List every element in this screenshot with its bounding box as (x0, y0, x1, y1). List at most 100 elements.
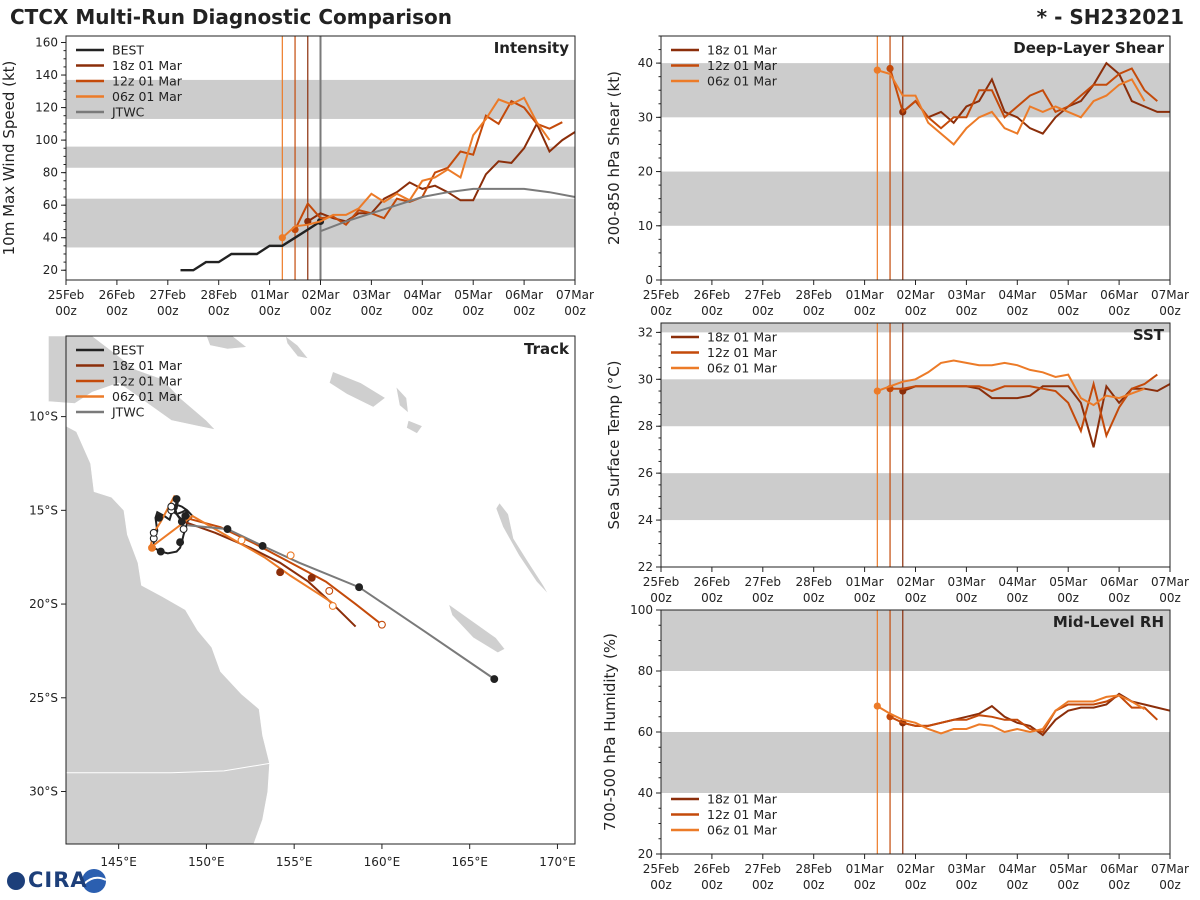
x-tick-label-day: 02Mar (897, 862, 935, 876)
track-marker (307, 573, 316, 582)
track-marker (148, 543, 156, 552)
series-line-12z-01-mar (889, 67, 1158, 130)
y-tick-label: 100 (630, 603, 653, 617)
lon-tick-label: 170°E (539, 855, 576, 869)
legend-label-jtwc: JTWC (111, 405, 145, 420)
x-tick-label-day: 28Feb (795, 862, 832, 876)
x-tick-label-day: 27Feb (745, 288, 782, 302)
x-tick-label-day: 26Feb (99, 288, 136, 302)
land-vanuatu (495, 502, 549, 595)
map-frame (65, 335, 576, 845)
x-tick-label-day: 03Mar (947, 862, 985, 876)
track-marker (237, 536, 246, 545)
panel-title: Mid-Level RH (1053, 613, 1164, 631)
y-tick-label: 40 (43, 231, 58, 245)
y-tick-label: 32 (638, 325, 653, 339)
y-tick-label: 160 (35, 36, 58, 50)
x-tick-label-day: 06Mar (505, 288, 543, 302)
lon-tick-label: 160°E (364, 855, 401, 869)
x-tick-label-day: 04Mar (998, 288, 1036, 302)
x-tick-label-day: 07Mar (1151, 862, 1189, 876)
track-marker (155, 513, 163, 522)
lat-tick-label: 10°S (29, 410, 58, 424)
y-axis-label: 200-850 hPa Shear (kt) (605, 71, 623, 245)
y-tick-label: 30 (638, 372, 653, 386)
legend-label-06z-01-mar: 06z 01 Mar (707, 823, 778, 838)
y-tick-label: 80 (638, 664, 653, 678)
series-line-06z-01-mar (876, 694, 1146, 735)
x-tick-label-hour: 00z (1057, 304, 1079, 318)
land-guadalcanal (328, 371, 386, 408)
lon-tick-label: 145°E (100, 855, 137, 869)
legend-label-12z-01-mar: 12z 01 Mar (707, 807, 778, 822)
threshold-band-1 (661, 63, 1170, 118)
x-tick-label-day: 07Mar (1151, 288, 1189, 302)
x-tick-label-day: 02Mar (302, 288, 340, 302)
cira-logo: CIRA (6, 866, 110, 896)
x-tick-label-day: 02Mar (897, 575, 935, 589)
track-line-12z-01-mar (185, 516, 383, 626)
track-marker (328, 601, 337, 610)
track-marker (179, 525, 188, 534)
track-line-best (152, 498, 194, 555)
x-tick-label-hour: 00z (803, 591, 825, 605)
x-tick-label-hour: 00z (650, 304, 672, 318)
y-tick-label: 20 (638, 165, 653, 179)
land-bougainville (284, 335, 309, 359)
lat-tick-label: 25°S (29, 691, 58, 705)
x-tick-label-hour: 00z (1007, 878, 1029, 892)
y-tick-label: 10 (638, 219, 653, 233)
threshold-band-0 (661, 473, 1170, 521)
track-marker (181, 512, 190, 520)
x-tick-label-day: 07Mar (1151, 575, 1189, 589)
legend-label-06z-01-mar: 06z 01 Mar (112, 89, 183, 104)
legend-label-18z-01-mar: 18z 01 Mar (112, 358, 183, 373)
y-tick-label: 0 (645, 273, 653, 287)
lat-tick-label: 15°S (29, 503, 58, 517)
x-tick-label-day: 06Mar (1100, 575, 1138, 589)
x-tick-label-day: 01Mar (846, 288, 884, 302)
track-marker (223, 525, 232, 534)
legend-label-12z-01-mar: 12z 01 Mar (112, 374, 183, 389)
y-axis-label: 700-500 hPa Humidity (%) (601, 633, 619, 831)
y-tick-label: 28 (638, 419, 653, 433)
x-tick-label-hour: 00z (956, 304, 978, 318)
track-marker (156, 547, 165, 556)
legend-label-12z-01-mar: 12z 01 Mar (707, 345, 778, 360)
init-marker-06z-01-mar (873, 66, 881, 74)
x-tick-label-day: 01Mar (846, 575, 884, 589)
x-tick-label-day: 25Feb (643, 575, 680, 589)
x-tick-label-day: 03Mar (947, 288, 985, 302)
x-tick-label-day: 26Feb (694, 575, 731, 589)
track-marker (172, 495, 181, 504)
x-tick-label-hour: 00z (106, 304, 128, 318)
x-tick-label-day: 05Mar (1049, 862, 1087, 876)
x-tick-label-hour: 00z (1108, 591, 1130, 605)
x-tick-label-hour: 00z (462, 304, 484, 318)
legend-label-12z-01-mar: 12z 01 Mar (112, 74, 183, 89)
track-line-jtwc (187, 524, 495, 680)
x-tick-label-hour: 00z (701, 878, 723, 892)
x-tick-label-hour: 00z (854, 878, 876, 892)
x-tick-label-day: 01Mar (846, 862, 884, 876)
panel-title: Track (524, 340, 570, 358)
x-tick-label-day: 28Feb (200, 288, 237, 302)
y-tick-label: 120 (35, 101, 58, 115)
x-tick-label-day: 28Feb (795, 575, 832, 589)
track-marker (377, 620, 386, 629)
y-tick-label: 40 (638, 56, 653, 70)
legend-label-18z-01-mar: 18z 01 Mar (707, 330, 778, 345)
x-tick-label-day: 25Feb (48, 288, 85, 302)
y-tick-label: 60 (638, 725, 653, 739)
legend-label-06z-01-mar: 06z 01 Mar (707, 361, 778, 376)
threshold-band-0 (661, 732, 1170, 793)
x-tick-label-hour: 00z (650, 878, 672, 892)
track-marker (258, 541, 267, 550)
x-tick-label-hour: 00z (905, 878, 927, 892)
x-tick-label-day: 05Mar (1049, 575, 1087, 589)
y-tick-label: 20 (43, 263, 58, 277)
land-australia (65, 425, 270, 845)
y-tick-label: 40 (638, 786, 653, 800)
lat-tick-label: 20°S (29, 597, 58, 611)
x-tick-label-hour: 00z (1108, 878, 1130, 892)
